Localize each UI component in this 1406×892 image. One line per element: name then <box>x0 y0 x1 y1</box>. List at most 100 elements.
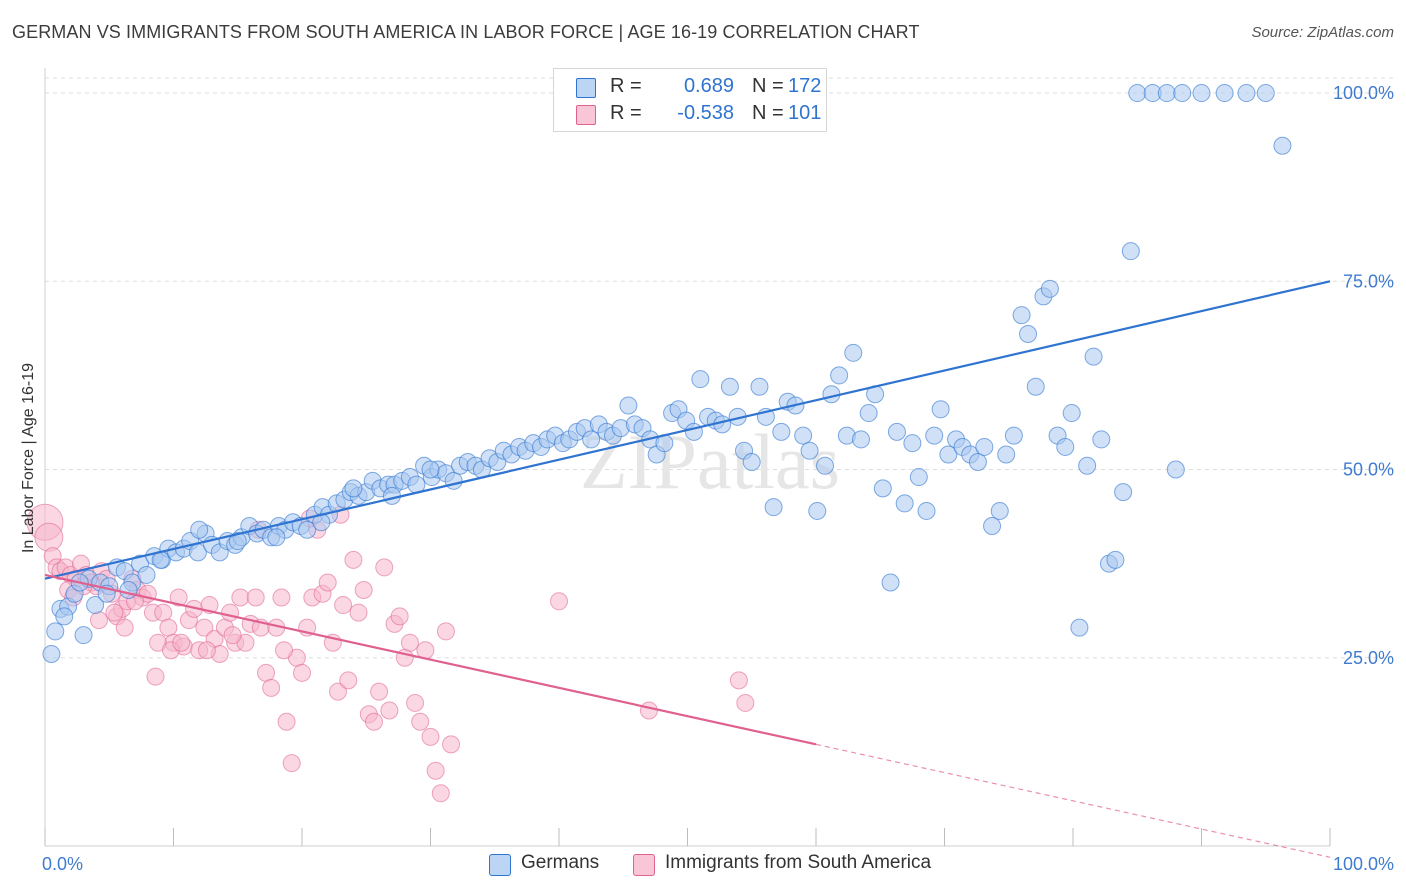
germans-point <box>968 453 987 471</box>
immigrants-point <box>736 693 755 712</box>
germans-point <box>931 400 950 419</box>
immigrants-point <box>426 761 445 780</box>
germans-point <box>764 498 783 517</box>
r-value: -0.538 <box>677 102 734 124</box>
immigrants-swatch <box>576 105 596 125</box>
germans-point <box>42 645 61 663</box>
germans-point <box>1078 456 1097 475</box>
immigrants-point <box>344 550 363 569</box>
grid-lines <box>45 77 1395 659</box>
immigrants-points <box>26 503 755 803</box>
germans-point <box>55 607 74 626</box>
immigrants-point <box>390 607 409 626</box>
germans-point <box>1070 618 1089 637</box>
immigrants-legend-label: Immigrants from South America <box>665 852 932 873</box>
germans-point <box>903 434 922 453</box>
immigrants-point <box>400 633 419 652</box>
germans-point <box>873 479 892 498</box>
immigrants-point <box>349 603 368 622</box>
germans-point <box>720 377 739 396</box>
r-value: 0.689 <box>683 75 734 97</box>
source-label: Source: ZipAtlas.com <box>1251 24 1394 41</box>
immigrants-point <box>169 588 188 607</box>
n-value: 101 <box>788 102 822 124</box>
germans-point <box>1237 84 1256 103</box>
x-tick-label: 0.0% <box>42 854 83 874</box>
germans-point <box>1062 404 1081 423</box>
immigrants-point <box>231 588 250 607</box>
immigrants-point <box>436 622 455 641</box>
trend-lines <box>44 280 1331 858</box>
immigrants-point <box>550 592 568 611</box>
immigrants-point <box>89 611 108 630</box>
germans-point <box>684 422 703 441</box>
germans-point <box>794 426 813 445</box>
x-tick-label: 100.0% <box>1333 854 1394 874</box>
immigrants-point <box>639 701 658 720</box>
immigrants-point <box>370 682 389 701</box>
germans-point <box>939 445 958 464</box>
germans-point <box>975 437 994 456</box>
germans-point <box>619 396 638 415</box>
germans-point <box>444 471 463 490</box>
germans-point <box>917 501 936 520</box>
germans-swatch <box>576 78 596 98</box>
germans-point <box>851 430 870 449</box>
germans-point <box>895 494 914 513</box>
germans-point <box>815 456 834 475</box>
germans-point <box>421 460 440 479</box>
germans-point <box>137 565 156 584</box>
r-label: R = <box>610 102 642 124</box>
germans-point <box>1012 306 1031 325</box>
immigrants-point <box>262 678 281 697</box>
germans-legend-label: Germans <box>521 852 600 873</box>
germans-points <box>42 84 1292 663</box>
n-value: 172 <box>788 75 822 97</box>
immigrants-trend-extension <box>815 743 1331 858</box>
n-label: N = <box>752 102 784 124</box>
germans-point <box>691 370 710 389</box>
germans-point <box>844 343 863 362</box>
immigrants-point <box>257 663 276 682</box>
immigrants-point <box>375 558 394 577</box>
germans-point <box>1084 347 1103 366</box>
chart-title: GERMAN VS IMMIGRANTS FROM SOUTH AMERICA … <box>12 22 920 42</box>
germans-point <box>983 517 1002 535</box>
germans-point <box>1040 279 1059 298</box>
germans-point <box>382 486 401 505</box>
germans-point <box>1166 460 1185 479</box>
immigrants-point <box>282 754 301 773</box>
germans-point <box>46 622 65 641</box>
immigrants-point <box>195 618 214 637</box>
germans-point <box>582 430 601 449</box>
germans-legend-swatch <box>489 854 511 876</box>
r-label: R = <box>610 75 642 97</box>
immigrants-point <box>154 603 173 622</box>
immigrants-point <box>354 581 373 599</box>
immigrants-point <box>272 588 291 607</box>
immigrants-legend-swatch <box>633 854 655 876</box>
immigrants-point <box>246 588 265 607</box>
germans-point <box>1128 84 1147 103</box>
germans-point <box>1092 430 1111 449</box>
immigrants-point <box>334 596 353 615</box>
germans-trend-line <box>44 280 1331 580</box>
axes <box>44 68 1331 847</box>
immigrants-point <box>364 712 383 731</box>
immigrants-point <box>421 727 440 746</box>
germans-point <box>1106 550 1125 569</box>
germans-point <box>887 422 906 441</box>
y-tick-label: 75.0% <box>1343 271 1394 291</box>
germans-point <box>881 573 900 592</box>
tick-labels: 25.0% 50.0% 75.0% 100.0% 0.0% 100.0% <box>42 83 1394 874</box>
y-tick-label: 100.0% <box>1333 83 1394 103</box>
germans-point <box>1121 242 1140 261</box>
y-tick-label: 25.0% <box>1343 648 1394 668</box>
germans-point <box>1192 84 1211 103</box>
germans-point <box>228 532 247 551</box>
germans-point <box>1157 84 1176 103</box>
germans-point <box>808 501 827 520</box>
germans-point <box>86 596 105 615</box>
germans-point <box>1273 136 1292 155</box>
